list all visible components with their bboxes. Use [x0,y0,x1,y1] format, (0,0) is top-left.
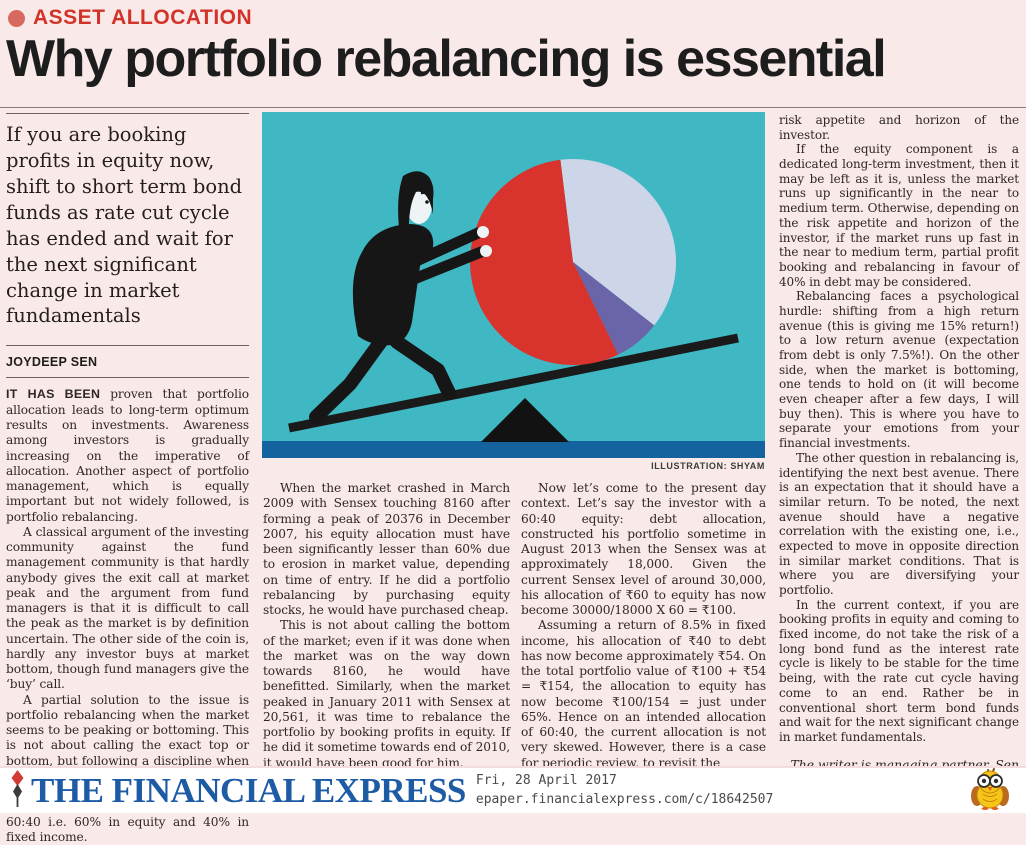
illustration-canvas [262,112,765,458]
epaper-meta: Fri, 28 April 2017 epaper.financialexpre… [476,772,773,810]
pie-chart-ball [470,159,677,366]
column-3: Now let’s come to the present day contex… [521,481,766,771]
paragraph: Assuming a return of 8.5% in fixed incom… [521,618,766,770]
paragraph: If the equity component is a dedicated l… [779,142,1019,289]
column-4: risk appetite and horizon of the investo… [779,113,1019,789]
article-headline: Why portfolio rebalancing is essential [6,30,887,88]
lead-in-text: IT HAS BEEN [6,387,101,402]
owl-mascot-icon [968,767,1012,814]
paragraph: The other question in rebalancing is, id… [779,450,1019,597]
seesaw-plank [288,333,739,433]
fulcrum-triangle [481,398,569,442]
byline: JOYDEEP SEN [6,346,249,379]
illustration-credit: ILLUSTRATION: SHYAM [651,461,765,471]
newspaper-page: ASSET ALLOCATION Why portfolio rebalanci… [0,6,1026,844]
epaper-footer-bar: THE FINANCIAL EXPRESS Fri, 28 April 2017… [0,766,1026,813]
paragraph: This is not about calling the bottom of … [263,618,510,770]
column-1: If you are booking profits in equity now… [6,113,249,845]
financial-express-logo-mark [10,769,25,812]
paragraph: A classical argument of the investing co… [6,524,249,692]
paragraph: risk appetite and horizon of the investo… [779,113,1019,142]
paragraph: Rebalancing faces a psychological hurdle… [779,289,1019,451]
issue-date: Fri, 28 April 2017 [475,772,617,788]
column-2: When the market crashed in March 2009 wi… [263,481,510,771]
standfirst: If you are booking profits in equity now… [6,113,249,347]
section-kicker: ASSET ALLOCATION [8,6,252,30]
paragraph: In the current context, if you are booki… [779,597,1019,744]
paragraph: When the market crashed in March 2009 wi… [263,481,510,617]
kicker-bullet-icon [8,9,25,27]
headline-divider [0,107,1026,108]
seesaw-pie-illustration [262,112,765,458]
masthead-title[interactable]: THE FINANCIAL EXPRESS [31,771,466,810]
paragraph: IT HAS BEEN proven that portfolio alloca… [6,387,249,525]
section-kicker-label: ASSET ALLOCATION [33,6,253,29]
paragraph-text: proven that portfolio allocation leads t… [6,387,249,524]
epaper-url[interactable]: epaper.financialexpress.com/c/18642507 [475,791,774,807]
pushing-figure [309,171,492,424]
paragraph: Now let’s come to the present day contex… [521,481,766,617]
